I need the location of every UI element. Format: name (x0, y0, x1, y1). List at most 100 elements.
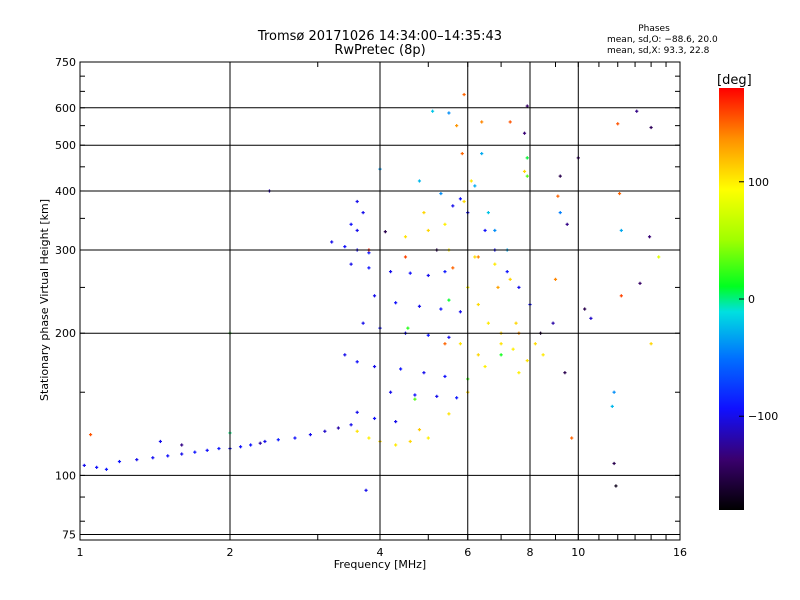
data-point (372, 294, 377, 298)
data-point (483, 228, 487, 233)
data-point (443, 374, 447, 379)
y-axis-label: Stationary phase Virtual Height [km] (38, 199, 51, 401)
x-tick-label: 1 (77, 546, 84, 559)
data-point (443, 270, 447, 274)
data-point (408, 271, 412, 275)
data-point (522, 169, 527, 174)
data-point (638, 281, 642, 285)
data-point (657, 255, 661, 259)
data-point (499, 353, 503, 357)
data-point (88, 433, 93, 437)
data-point (388, 270, 393, 274)
y-tick-label: 500 (55, 139, 76, 152)
x-tick-label: 10 (571, 546, 585, 559)
data-point (558, 174, 562, 178)
data-point (249, 443, 253, 447)
data-point (355, 228, 359, 233)
data-point (525, 156, 529, 160)
y-tick-label: 750 (55, 56, 76, 69)
y-tick-label: 100 (55, 469, 76, 482)
data-point (180, 443, 184, 447)
data-point (480, 151, 484, 156)
data-point (462, 199, 466, 204)
data-point (517, 285, 521, 290)
data-point (361, 321, 365, 325)
y-tick-label: 300 (55, 244, 76, 257)
data-point (349, 262, 353, 266)
data-point (355, 410, 359, 414)
y-tick-label: 600 (55, 102, 76, 115)
data-point (364, 488, 368, 492)
data-point (616, 122, 620, 126)
data-point (417, 428, 422, 432)
data-point (522, 131, 527, 135)
data-point (583, 307, 587, 311)
data-point (619, 294, 623, 298)
data-point (455, 124, 459, 128)
data-point (383, 230, 387, 234)
data-point (610, 404, 614, 408)
data-point (217, 446, 221, 451)
x-tick-label: 16 (673, 546, 687, 559)
data-point (473, 184, 477, 188)
data-point (447, 335, 451, 339)
data-point (447, 298, 451, 302)
data-point (486, 210, 490, 215)
data-point (476, 353, 480, 357)
data-point (323, 429, 327, 433)
data-point (82, 463, 86, 468)
y-axis: 75 100 200 300 400 500 600 750 (55, 56, 680, 541)
data-point (426, 333, 430, 337)
data-point (166, 454, 170, 458)
stats-header: Phases (638, 24, 670, 34)
data-point (460, 151, 464, 156)
data-point (330, 240, 334, 244)
data-point (486, 321, 490, 325)
data-point (517, 371, 521, 375)
data-point (135, 458, 139, 462)
data-point (505, 270, 509, 274)
data-point (367, 436, 371, 440)
data-point (367, 266, 371, 270)
data-point (406, 326, 410, 330)
data-point (570, 436, 574, 440)
data-point (151, 456, 155, 460)
data-point (553, 277, 558, 281)
data-point (612, 461, 616, 466)
data-point (238, 445, 243, 449)
data-point (361, 210, 365, 215)
data-point (496, 285, 500, 290)
colorbar-tick-label: −100 (748, 410, 778, 423)
data-point (458, 310, 463, 314)
data-point (263, 439, 267, 444)
data-point (563, 371, 567, 375)
data-point (493, 262, 497, 266)
data-point (426, 436, 430, 440)
stats-o-mode: mean, sd,O: −88.6, 20.0 (607, 35, 718, 45)
grid-lines (80, 62, 680, 540)
data-point (205, 448, 209, 452)
data-point (403, 235, 408, 239)
data-point (458, 342, 463, 346)
data-point (308, 433, 313, 437)
colorbar-tick-label: 0 (748, 293, 755, 306)
data-point (394, 419, 398, 424)
data-point (417, 179, 422, 183)
data-point (508, 120, 512, 124)
data-points (82, 92, 661, 492)
x-tick-label: 4 (377, 546, 384, 559)
data-point (462, 92, 466, 97)
data-point (180, 452, 184, 456)
colorbar-tick-label: 100 (748, 176, 769, 189)
x-axis: 1 2 4 6 8 10 16 (77, 62, 687, 559)
data-point (525, 359, 529, 363)
data-point (493, 228, 497, 233)
data-point (635, 109, 639, 113)
data-point (556, 194, 560, 198)
data-point (514, 321, 518, 325)
data-point (439, 307, 443, 311)
data-point (508, 277, 512, 281)
data-point (355, 360, 359, 364)
data-point (372, 416, 377, 421)
data-point (619, 228, 623, 233)
